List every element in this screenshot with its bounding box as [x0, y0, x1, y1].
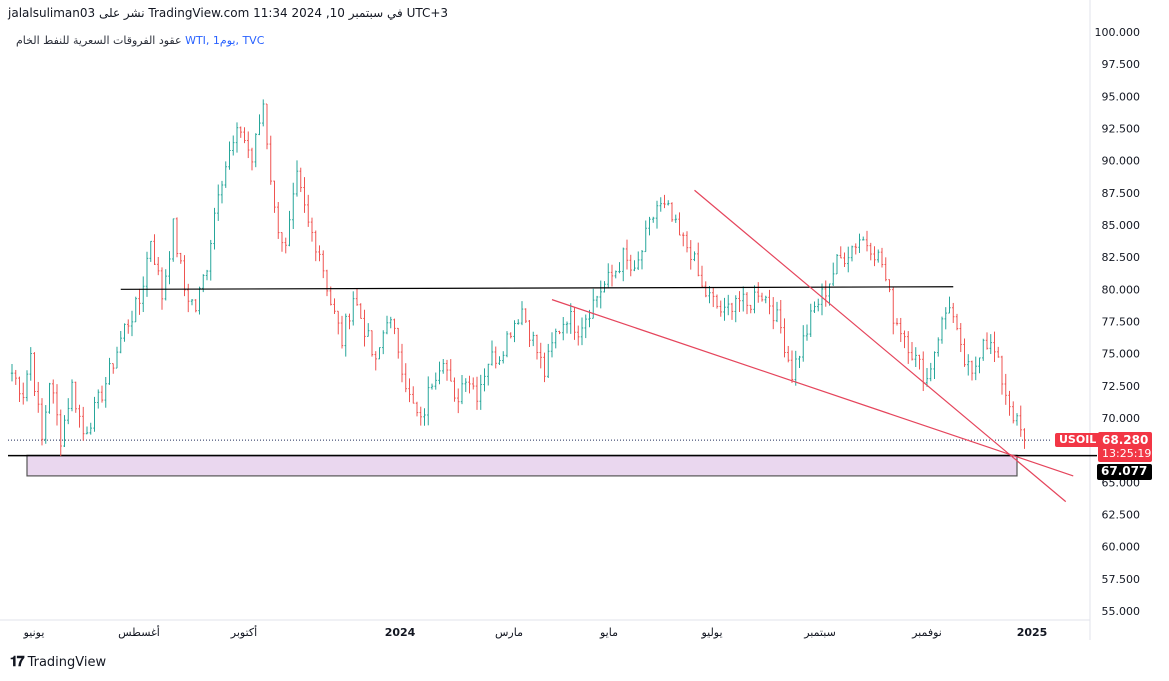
drawing-trend-upper [694, 189, 1067, 503]
price-axis-label: 95.000 [1102, 90, 1141, 103]
price-axis-label: 80.000 [1102, 283, 1141, 296]
tradingview-logo-icon: 𝟏𝟕 [10, 654, 25, 670]
time-axis-label: نوفمبر [911, 626, 942, 639]
support-zone [26, 454, 1018, 477]
time-axis-label: 2024 [385, 626, 416, 639]
tradingview-logo[interactable]: 𝟏𝟕 TradingView [10, 654, 106, 670]
price-axis-label: 57.500 [1102, 573, 1141, 586]
ticker-badge: USOIL [1055, 433, 1101, 447]
last-price-badge: 68.280 13:25:19 [1098, 432, 1152, 462]
symbol-name: عقود الفروقات السعرية للنفط الخام [16, 34, 186, 47]
level-badge: 67.077 [1097, 464, 1152, 480]
price-axis-label: 62.500 [1102, 509, 1141, 522]
price-axis-label: 82.500 [1102, 251, 1141, 264]
time-axis-label: 2025 [1017, 626, 1048, 639]
price-axis-label: 70.000 [1102, 412, 1141, 425]
time-axis-label: سبتمبر [803, 626, 836, 639]
price-axis-label: 77.500 [1102, 316, 1141, 329]
price-axis-label: 55.000 [1102, 605, 1141, 618]
price-axis-label: 87.500 [1102, 187, 1141, 200]
symbol-ticker: WTI, 1يوم, TVC [185, 34, 265, 47]
price-axis-label: 60.000 [1102, 541, 1141, 554]
price-axis-label: 100.000 [1095, 26, 1141, 39]
price-axis-label: 72.500 [1102, 380, 1141, 393]
time-axis-label: أكتوبر [230, 625, 257, 639]
time-axis-label: أغسطس [118, 625, 160, 639]
time-axis-label: مارس [495, 626, 523, 639]
price-axis-label: 90.000 [1102, 155, 1141, 168]
bar-countdown: 13:25:19 [1102, 447, 1152, 460]
symbol-legend[interactable]: عقود الفروقات السعرية للنفط الخام WTI, 1… [16, 34, 264, 47]
tradingview-logo-text: TradingView [27, 654, 107, 670]
price-axis-label: 97.500 [1102, 58, 1141, 71]
drawing-horizontal [120, 286, 954, 290]
time-axis-label: يونيو [23, 626, 45, 639]
drawing-trend-lower [551, 299, 1074, 477]
price-axis-label: 85.000 [1102, 219, 1141, 232]
price-axis-label: 75.000 [1102, 348, 1141, 361]
last-price: 68.280 [1102, 433, 1149, 447]
time-axis-label: مايو [599, 626, 618, 639]
publish-header: jalalsuliman03 نشر على TradingView.com 1… [8, 6, 449, 20]
price-axis-label: 92.500 [1102, 123, 1141, 136]
time-axis-label: يوليو [700, 626, 722, 639]
